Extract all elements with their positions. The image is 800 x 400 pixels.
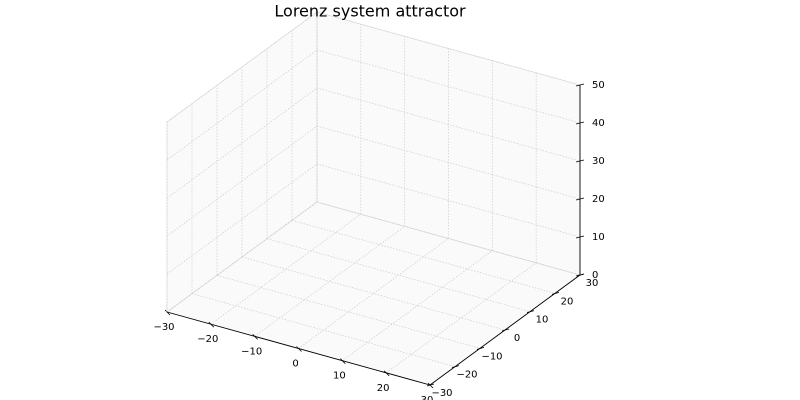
grid-line: [316, 11, 581, 86]
grid-line: [166, 49, 318, 161]
x-tick-label: −20: [197, 334, 218, 345]
grid-line: [316, 163, 581, 238]
x-tick: [427, 382, 434, 389]
y-tick-label: −10: [481, 351, 502, 362]
x-tick-label: −30: [153, 322, 174, 333]
y-axis: [429, 274, 581, 386]
y-tick-label: 10: [536, 315, 549, 326]
z-tick-label: 40: [592, 118, 605, 129]
z-tick-label: 20: [592, 194, 605, 205]
grid-line: [316, 49, 581, 124]
chart-title: Lorenz system attractor: [274, 2, 466, 21]
y-tick-label: −20: [456, 370, 477, 381]
grid-line: [316, 87, 581, 162]
grid-line: [166, 125, 318, 237]
grid-line: [266, 238, 531, 313]
y-tick-label: 20: [561, 296, 574, 307]
grid-line: [191, 293, 456, 368]
grid-line: [316, 125, 581, 200]
grid-line: [291, 219, 556, 294]
grid-line: [166, 201, 318, 313]
y-tick-label: 30: [586, 278, 599, 289]
x-axis: [166, 311, 431, 386]
grid-line: [385, 262, 537, 374]
grid-line: [216, 274, 481, 349]
x-tick-label: 20: [377, 383, 390, 394]
z-tick-label: 0: [592, 270, 598, 281]
grid-line: [316, 201, 581, 276]
z-tick-label: 50: [592, 80, 605, 91]
grid-line: [342, 250, 493, 361]
grid-line: [166, 163, 318, 275]
z-tick-label: 30: [592, 156, 605, 167]
z-tick-label: 10: [592, 232, 605, 243]
x-tick-label: −10: [241, 346, 262, 357]
grid-line: [166, 87, 318, 199]
x-tick-label: 0: [292, 359, 298, 370]
y-tick-label: −30: [431, 388, 452, 399]
x-tick-label: 30: [421, 395, 434, 400]
grid-line: [241, 256, 506, 331]
y-tick-label: 0: [514, 333, 520, 344]
x-tick-label: 10: [333, 371, 346, 382]
grid-line: [166, 11, 318, 123]
